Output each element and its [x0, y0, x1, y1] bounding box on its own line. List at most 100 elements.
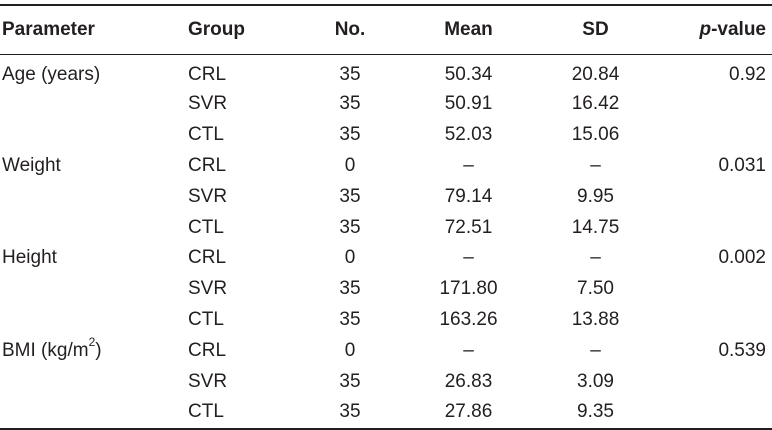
cell-sd: 9.35 [577, 401, 614, 423]
cell-no: 35 [339, 64, 361, 85]
cell-sd: 13.88 [571, 308, 620, 330]
cell-sd: 16.42 [571, 93, 620, 115]
cell-parameter [0, 274, 180, 305]
cell-parameter: Age (years) [2, 64, 101, 85]
cell-group: CRL [188, 154, 227, 176]
cell-mean: 50.91 [444, 93, 493, 115]
cell-sd: – [590, 247, 601, 269]
cell-p-value [659, 274, 772, 305]
table-row: SVR 35 26.83 3.09 [0, 366, 772, 397]
header-parameter: Parameter [2, 19, 95, 40]
cell-group: CRL [188, 247, 227, 269]
header-sd: SD [582, 19, 609, 40]
cell-group: CRL [188, 64, 227, 85]
cell-group: CTL [188, 216, 224, 238]
parameter-text: BMI (kg/m [2, 339, 89, 361]
cell-parameter [0, 397, 180, 429]
cell-parameter [0, 305, 180, 336]
cell-no: 35 [339, 278, 361, 300]
table-row: SVR 35 171.80 7.50 [0, 274, 772, 305]
cell-no: 35 [339, 308, 361, 330]
table-row: CTL 35 52.03 15.06 [0, 120, 772, 151]
header-row: Parameter Group No. Mean SD p-value [0, 5, 772, 55]
cell-mean: – [463, 247, 474, 269]
cell-no: 35 [339, 93, 361, 115]
table-row: CTL 35 163.26 13.88 [0, 305, 772, 336]
cell-sd: 9.95 [577, 185, 614, 207]
header-p-value: p-value [659, 5, 772, 55]
cell-p-value [659, 305, 772, 336]
cell-p-value [659, 212, 772, 243]
cell-sd: 7.50 [577, 278, 614, 300]
cell-p-value: 0.539 [718, 339, 766, 361]
cell-p-value: 0.92 [729, 64, 766, 85]
cell-group: SVR [188, 185, 228, 207]
parameter-tail: ) [95, 339, 102, 361]
cell-group: CTL [188, 308, 224, 330]
cell-group: SVR [188, 370, 228, 392]
cell-p-value [659, 397, 772, 429]
cell-sd: – [590, 154, 601, 176]
cell-group: CTL [188, 401, 224, 423]
cell-parameter: Weight [2, 154, 61, 176]
cell-parameter [0, 89, 180, 120]
cell-mean: 79.14 [444, 185, 493, 207]
cell-p-value [659, 366, 772, 397]
cell-group: CTL [188, 124, 224, 146]
parameter-superscript: 2 [88, 335, 96, 350]
header-no: No. [334, 19, 366, 40]
cell-mean: 52.03 [444, 124, 493, 146]
table-row: Weight CRL 0 – – 0.031 [0, 151, 772, 182]
cell-p-value: 0.002 [718, 247, 766, 269]
cell-sd: 3.09 [577, 370, 614, 392]
table-row: Height CRL 0 – – 0.002 [0, 243, 772, 274]
cell-sd: 14.75 [571, 216, 620, 238]
cell-parameter [0, 366, 180, 397]
cell-mean: 163.26 [439, 308, 498, 330]
cell-no: 35 [339, 216, 361, 238]
data-table: Parameter Group No. Mean SD p-value Age … [0, 4, 772, 430]
table-row: CTL 35 27.86 9.35 [0, 397, 772, 429]
cell-sd: 20.84 [571, 64, 620, 85]
header-p-rest: -value [711, 19, 766, 40]
cell-parameter [0, 120, 180, 151]
cell-mean: 50.34 [444, 64, 493, 85]
table-row: SVR 35 50.91 16.42 [0, 89, 772, 120]
cell-p-value: 0.031 [718, 154, 766, 176]
cell-sd: – [590, 339, 601, 361]
cell-mean: 171.80 [439, 278, 498, 300]
cell-no: 35 [339, 370, 361, 392]
cell-parameter: BMI (kg/m2) [0, 335, 180, 366]
cell-parameter [0, 212, 180, 243]
cell-no: 0 [344, 154, 356, 176]
header-group: Group [188, 19, 245, 40]
cell-mean: 72.51 [444, 216, 493, 238]
table-row: BMI (kg/m2) CRL 0 – – 0.539 [0, 335, 772, 366]
cell-parameter [0, 181, 180, 212]
cell-group: CRL [188, 339, 227, 361]
cell-no: 0 [344, 339, 356, 361]
cell-parameter: Height [2, 247, 57, 269]
cell-p-value [659, 181, 772, 212]
table-row: Age (years) CRL 35 50.34 20.84 0.92 [0, 55, 772, 90]
cell-p-value [659, 89, 772, 120]
cell-group: SVR [188, 93, 228, 115]
cell-mean: – [463, 154, 474, 176]
cell-mean: 27.86 [444, 401, 493, 423]
table-row: CTL 35 72.51 14.75 [0, 212, 772, 243]
cell-p-value [659, 120, 772, 151]
header-mean: Mean [444, 19, 493, 40]
cell-no: 0 [344, 247, 356, 269]
table-row: SVR 35 79.14 9.95 [0, 181, 772, 212]
table-body: Age (years) CRL 35 50.34 20.84 0.92 SVR 35 50.91… [0, 55, 772, 429]
cell-sd: 15.06 [571, 124, 620, 146]
cell-group: SVR [188, 278, 228, 300]
cell-no: 35 [339, 401, 361, 423]
header-p-italic: p [699, 19, 712, 40]
cell-mean: 26.83 [444, 370, 493, 392]
cell-no: 35 [339, 124, 361, 146]
table-header: Parameter Group No. Mean SD p-value [0, 5, 772, 55]
cell-mean: – [463, 339, 474, 361]
cell-no: 35 [339, 185, 361, 207]
